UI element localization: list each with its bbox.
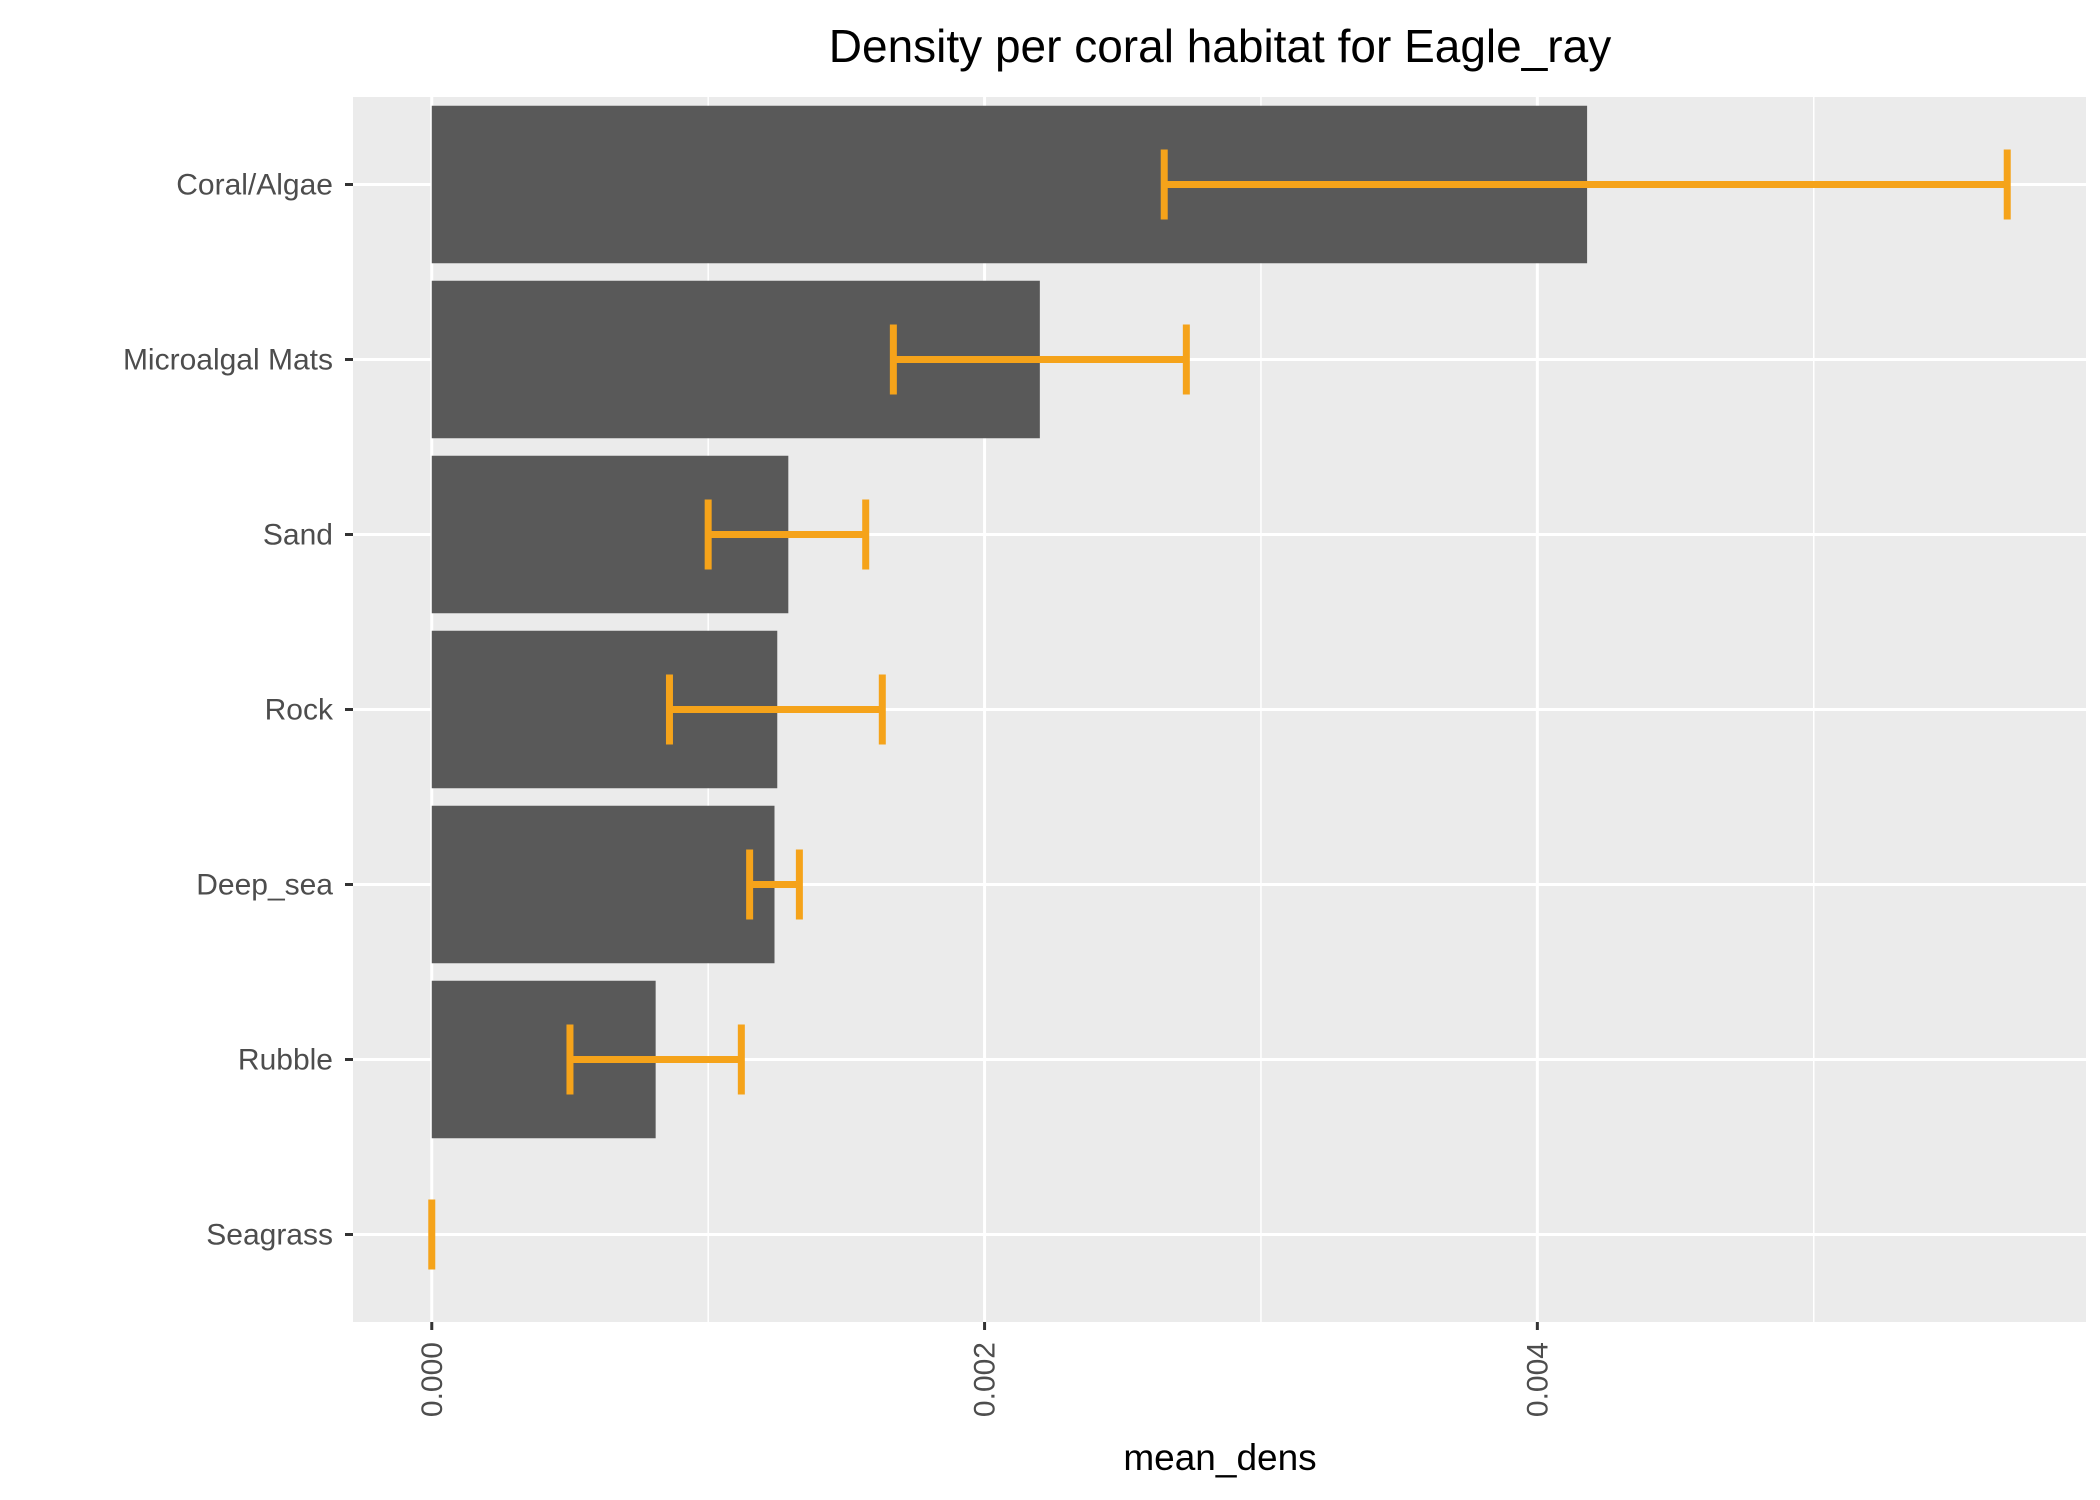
x-tick-label: 0.004 [1521,1342,1554,1417]
category-label: Deep_sea [196,869,333,902]
error-bars [428,149,2011,1270]
y-axis: Coral/Algae Microalgal Mats Sand Rock Deep_s… [123,169,353,1252]
category-label: Sand [263,519,333,552]
x-axis-title: mean_dens [1123,1437,1316,1478]
bar [431,805,775,964]
category-label: Rubble [238,1044,333,1077]
chart-title: Density per coral habitat for Eagle_ray [829,20,1611,72]
category-label: Seagrass [206,1219,333,1252]
category-label: Microalgal Mats [123,344,333,377]
x-axis: 0.000 0.002 0.004 [416,1322,1554,1417]
x-tick-label: 0.000 [416,1342,449,1417]
category-label: Coral/Algae [176,169,333,202]
category-label: Rock [265,694,334,727]
x-tick-label: 0.002 [969,1342,1002,1417]
